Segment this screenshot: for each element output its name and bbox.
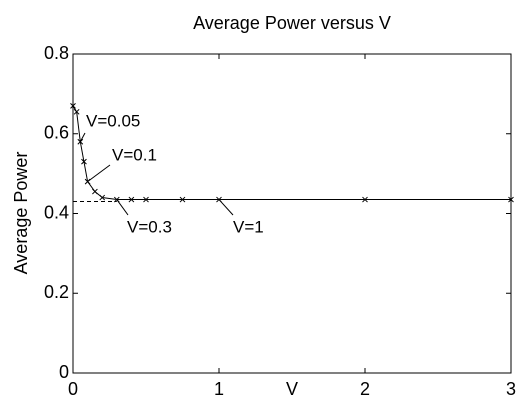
annotation: V=0.1 — [112, 145, 157, 164]
annotation-leader — [79, 132, 86, 142]
marker — [92, 188, 98, 195]
y-tick-label: 0.4 — [44, 202, 69, 222]
marker — [81, 158, 87, 165]
marker — [99, 194, 106, 201]
y-axis-label: Average Power — [11, 152, 31, 275]
marker — [143, 196, 149, 203]
y-tick-label: 0.2 — [44, 282, 69, 302]
line — [72, 105, 511, 201]
chart-title: Average Power versus V — [193, 13, 391, 33]
annotation: V=1 — [233, 217, 264, 236]
annotation-leader — [87, 164, 111, 183]
marker — [70, 102, 76, 109]
marker — [73, 108, 80, 115]
marker — [128, 196, 135, 203]
x-tick-label: 2 — [360, 379, 370, 399]
marker — [179, 196, 186, 203]
marker — [508, 196, 514, 203]
annotation: V=0.3 — [127, 217, 172, 236]
annotation-leader — [116, 199, 129, 216]
axes-box — [72, 53, 512, 374]
marker — [362, 196, 368, 203]
annotation: V=0.05 — [86, 111, 140, 130]
annotation-leader — [218, 199, 234, 216]
y-tick-label: 0.6 — [44, 123, 69, 143]
x-axis-label: V — [286, 379, 298, 399]
y-tick-label: 0.8 — [44, 43, 69, 63]
y-tick-label: 0 — [59, 362, 69, 382]
x-tick-label: 3 — [506, 379, 516, 399]
x-tick-label: 0 — [68, 379, 78, 399]
x-tick-label: 1 — [214, 379, 224, 399]
